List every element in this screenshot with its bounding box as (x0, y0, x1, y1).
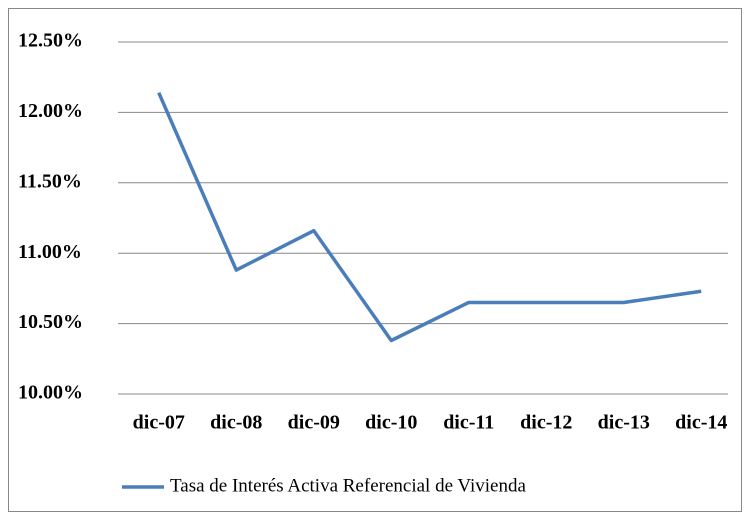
y-tick-label: 10.00% (18, 382, 83, 404)
y-tick-label: 12.50% (18, 30, 83, 52)
y-tick-label: 10.50% (18, 311, 83, 333)
x-tick-label: dic-11 (443, 412, 494, 434)
chart-border (8, 8, 742, 512)
x-tick-label: dic-14 (675, 412, 727, 434)
data-line (157, 91, 702, 343)
x-tick-label: dic-12 (520, 412, 572, 434)
x-tick-label: dic-07 (133, 412, 185, 434)
y-tick-label: 11.00% (18, 241, 82, 263)
x-tick-label: dic-08 (210, 412, 262, 434)
legend-label: Tasa de Interés Activa Referencial de Vi… (170, 475, 526, 496)
x-tick-label: dic-09 (288, 412, 340, 434)
x-tick-label: dic-10 (365, 412, 417, 434)
y-tick-label: 12.00% (18, 100, 83, 122)
x-tick-label: dic-13 (598, 412, 650, 434)
y-tick-label: 11.50% (18, 170, 82, 192)
